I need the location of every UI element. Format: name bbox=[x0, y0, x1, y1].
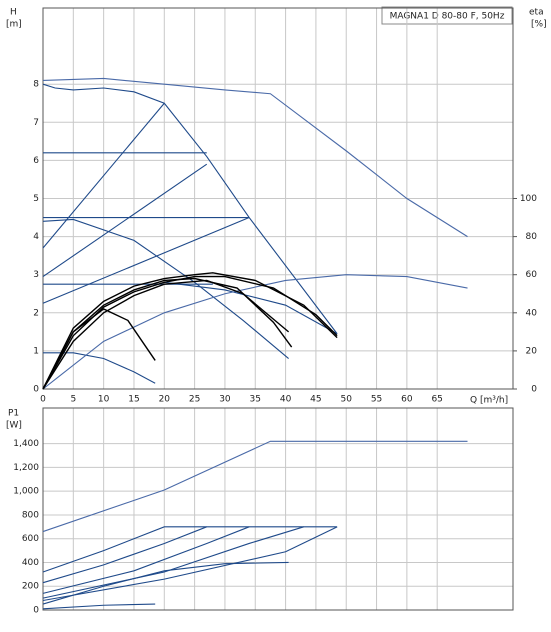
y-label: H bbox=[10, 8, 17, 18]
y2-label: eta bbox=[529, 8, 544, 18]
curve bbox=[42, 275, 338, 390]
chart-title: MAGNA1 D 80-80 F, 50Hz bbox=[390, 12, 505, 22]
curve bbox=[42, 277, 293, 390]
y2-tick-label: 100 bbox=[520, 194, 537, 204]
y-tick-label: 800 bbox=[22, 510, 39, 520]
curve bbox=[42, 279, 290, 390]
y-tick-label: 3 bbox=[33, 270, 39, 280]
plot-area bbox=[42, 407, 514, 611]
y-tick-label: 2 bbox=[33, 308, 39, 318]
curve bbox=[42, 272, 338, 390]
curve bbox=[42, 102, 165, 249]
y2-tick-label: 80 bbox=[526, 232, 538, 242]
y-tick-label: 200 bbox=[22, 582, 39, 592]
x-tick-label: 20 bbox=[159, 395, 171, 405]
curve bbox=[42, 526, 304, 599]
curve bbox=[42, 308, 156, 390]
curve bbox=[42, 218, 289, 359]
x-tick-label: 15 bbox=[128, 395, 139, 405]
y-tick-label: 7 bbox=[33, 118, 39, 128]
y-tick-label: 1 bbox=[33, 346, 39, 356]
curve bbox=[42, 274, 468, 390]
x-tick-label: 10 bbox=[98, 395, 110, 405]
x-tick-label: 40 bbox=[280, 395, 292, 405]
y-tick-label: 1,000 bbox=[13, 487, 39, 497]
y-tick-label: 8 bbox=[33, 80, 39, 90]
title-box bbox=[381, 6, 513, 25]
y-tick-label: 1,400 bbox=[13, 439, 39, 449]
y2-tick-label: 20 bbox=[526, 346, 538, 356]
y-tick-label: 600 bbox=[22, 534, 39, 544]
curve bbox=[42, 526, 207, 584]
x-tick-label: 45 bbox=[310, 395, 321, 405]
x-tick-label: 0 bbox=[40, 395, 46, 405]
x-tick-label: 5 bbox=[70, 395, 76, 405]
y2-tick-label: 60 bbox=[526, 270, 538, 280]
y2-tick-label: 0 bbox=[531, 385, 537, 395]
y-tick-label: 0 bbox=[33, 606, 39, 616]
x-tick-label: 25 bbox=[189, 395, 200, 405]
y2-tick-label: 40 bbox=[526, 308, 538, 318]
curve bbox=[42, 561, 289, 605]
y-unit: [W] bbox=[6, 421, 22, 431]
x-tick-label: 50 bbox=[340, 395, 352, 405]
y-tick-label: 5 bbox=[33, 194, 39, 204]
curve bbox=[42, 77, 468, 238]
curve bbox=[42, 83, 338, 335]
y-tick-label: 400 bbox=[22, 558, 39, 568]
curve bbox=[164, 281, 338, 335]
x-tick-label: 35 bbox=[250, 395, 261, 405]
y2-unit: [%] bbox=[531, 20, 547, 30]
curve bbox=[42, 603, 156, 610]
curve bbox=[42, 526, 338, 602]
y-tick-label: 1,200 bbox=[13, 463, 39, 473]
curve bbox=[42, 163, 208, 278]
curve bbox=[42, 440, 468, 533]
y-tick-label: 0 bbox=[33, 385, 39, 395]
plot-frame bbox=[42, 407, 514, 611]
y-tick-label: 6 bbox=[33, 156, 39, 166]
curve bbox=[42, 526, 338, 573]
x-tick-label: 55 bbox=[371, 395, 382, 405]
x-tick-label: 30 bbox=[219, 395, 231, 405]
x-tick-label: 60 bbox=[401, 395, 413, 405]
x-label: Q [m³/h] bbox=[470, 396, 508, 406]
y-unit: [m] bbox=[6, 20, 22, 30]
y-label: P1 bbox=[8, 409, 19, 419]
curve bbox=[42, 217, 250, 304]
curve bbox=[42, 526, 250, 594]
plot-frame bbox=[42, 7, 514, 390]
x-tick-label: 65 bbox=[431, 395, 442, 405]
y-tick-label: 4 bbox=[33, 232, 39, 242]
